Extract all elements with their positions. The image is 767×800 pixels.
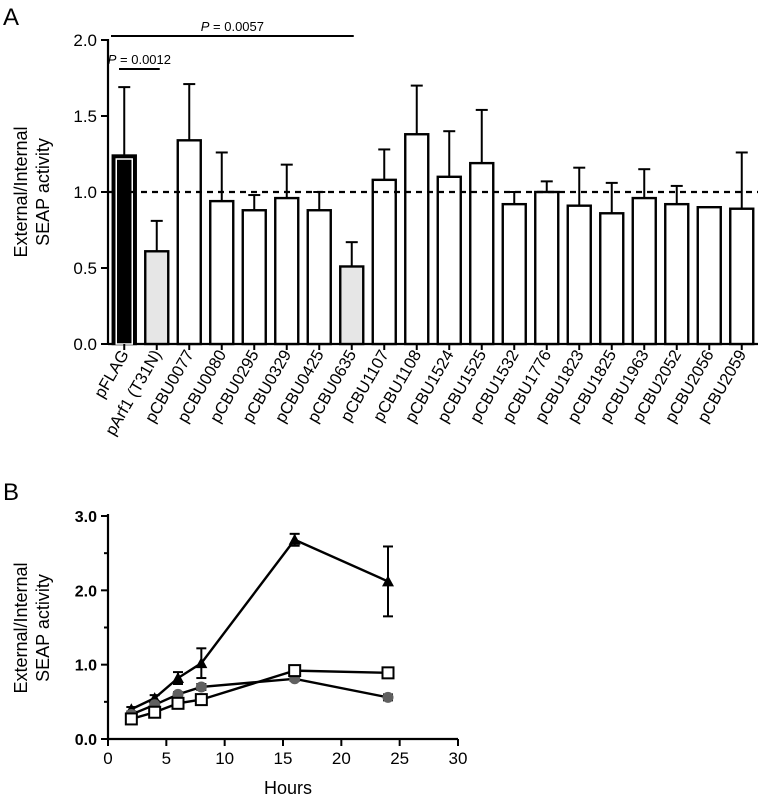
x-tick-label: 30 <box>449 749 468 768</box>
y-tick-label: 1.0 <box>73 183 97 202</box>
significance-p-symbol: P <box>201 19 210 34</box>
bar <box>631 196 657 346</box>
data-point-square <box>124 712 138 726</box>
bar <box>501 202 527 346</box>
y-axis-label-line-2: SEAP activity <box>33 138 53 246</box>
significance-p-symbol: P <box>108 52 117 67</box>
bar <box>534 190 560 346</box>
bar <box>404 133 430 346</box>
bar-chart-a: External/Internal SEAP activity 0.0 0.5 1.… <box>11 19 758 439</box>
data-point-triangle <box>382 575 394 587</box>
bar <box>436 175 462 346</box>
y-tick-label: 0.0 <box>73 335 97 354</box>
bar <box>371 178 397 346</box>
data-point-circle <box>195 681 207 693</box>
x-tick-label: 20 <box>332 749 351 768</box>
line-chart-y-axis-label: External/Internal SEAP activity <box>11 562 53 693</box>
bar <box>306 209 332 346</box>
x-axis-label: Hours <box>264 778 312 798</box>
bar <box>176 139 202 346</box>
y-tick-label: 0.5 <box>73 259 97 278</box>
y-axis-label-line-2: SEAP activity <box>33 574 53 682</box>
bar <box>664 202 690 346</box>
bar <box>339 265 365 346</box>
panel-b-label: B <box>3 479 19 506</box>
significance-label: P = 0.0012 <box>108 52 171 67</box>
bar <box>209 199 235 346</box>
data-point-square <box>171 696 185 710</box>
y-tick-label: 0.0 <box>75 732 97 749</box>
bar <box>696 205 722 346</box>
x-tick-label: 25 <box>390 749 409 768</box>
data-point-triangle <box>172 672 184 684</box>
data-point-circle <box>382 691 394 703</box>
bar-chart-y-axis-label: External/Internal SEAP activity <box>11 126 53 257</box>
series-line <box>130 538 389 711</box>
y-tick-label: 1.0 <box>75 658 97 675</box>
y-tick-label: 1.5 <box>73 107 97 126</box>
bar <box>599 212 625 346</box>
y-axis-label-line-1: External/Internal <box>11 562 31 693</box>
significance-p-value: = 0.0057 <box>209 19 264 34</box>
x-tick-label: 0 <box>103 749 112 768</box>
data-point-triangle <box>195 657 208 669</box>
bar <box>566 204 592 346</box>
data-point-triangle <box>288 533 301 545</box>
x-tick-label: 15 <box>274 749 293 768</box>
line-chart-b: External/Internal SEAP activity Hours 0.… <box>11 509 467 798</box>
y-tick-label: 2.0 <box>73 31 97 50</box>
bar <box>469 161 495 346</box>
data-point-square <box>381 666 395 680</box>
bar <box>729 207 755 346</box>
bar <box>274 196 300 346</box>
significance-p-value: = 0.0012 <box>116 52 171 67</box>
x-tick-label: 10 <box>215 749 234 768</box>
bar <box>144 250 170 346</box>
bar <box>241 209 267 346</box>
significance-label: P = 0.0057 <box>201 19 264 34</box>
y-tick-label: 2.0 <box>75 583 97 600</box>
series-line <box>131 669 389 721</box>
data-point-square <box>194 693 208 707</box>
y-axis-label-line-1: External/Internal <box>11 126 31 257</box>
y-tick-label: 3.0 <box>75 509 97 526</box>
data-point-square <box>148 705 162 719</box>
panel-a-label: A <box>3 4 19 31</box>
data-point-square <box>288 664 302 678</box>
x-tick-label: 5 <box>162 749 171 768</box>
